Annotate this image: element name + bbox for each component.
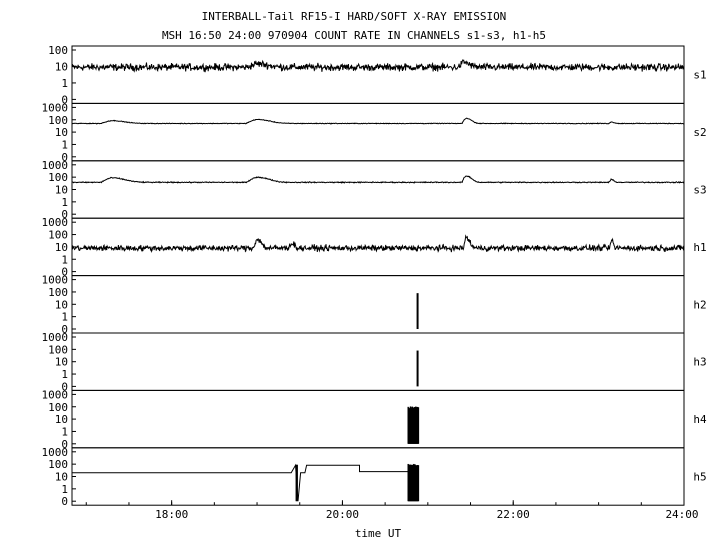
channel-label-h1: h1: [693, 241, 706, 254]
y-tick-label: 100: [48, 458, 68, 471]
y-tick-label: 1000: [42, 446, 69, 459]
panel-frame: [71, 45, 685, 104]
y-tick-label: 1000: [42, 216, 69, 229]
y-tick-label: 1: [61, 368, 68, 381]
y-tick-label: 1000: [42, 274, 69, 287]
channel-label-h3: h3: [693, 356, 706, 369]
y-tick-label: 10: [55, 60, 68, 73]
y-tick-label: 1: [61, 196, 68, 209]
channel-label-s3: s3: [693, 184, 706, 197]
series-line-s1: [71, 59, 685, 73]
y-tick-label: 1: [61, 311, 68, 324]
x-tick-label: 24:00: [665, 508, 698, 521]
panel-frame: [71, 332, 685, 391]
x-tick-label: 18:00: [155, 508, 188, 521]
y-tick-label: 100: [48, 114, 68, 127]
y-tick-label: 10: [55, 298, 68, 311]
x-axis: 18:00 20:00 22:00 24:00: [85, 500, 699, 521]
y-tick-label: 0: [61, 323, 68, 336]
y-tick-label: 10: [55, 413, 68, 426]
y-tick-label: 1: [61, 425, 68, 438]
y-tick-label: 10: [55, 184, 68, 197]
step-series-h5: [72, 463, 409, 502]
y-tick-label: 0: [61, 380, 68, 393]
panel-frame: [71, 389, 685, 449]
y-tick-label: 0: [61, 208, 68, 221]
y-tick-label: 10: [55, 241, 68, 254]
panel-frame: [71, 160, 685, 219]
y-tick-label: 0: [61, 495, 68, 508]
panel-s1: 0 1 10 100 s1: [48, 44, 707, 106]
y-tick-label: 10: [55, 356, 68, 369]
y-tick-label: 1000: [42, 159, 69, 172]
panel-frame: [71, 102, 685, 162]
channel-label-h2: h2: [693, 298, 706, 311]
series-line-s3: [72, 175, 685, 184]
y-tick-label: 1: [61, 483, 68, 496]
channel-label-s2: s2: [693, 126, 706, 139]
y-tick-label: 100: [48, 171, 68, 184]
y-tick-label: 0: [61, 151, 68, 164]
y-tick-label: 100: [48, 286, 68, 299]
y-tick-label: 1000: [42, 388, 69, 401]
y-tick-label: 10: [55, 126, 68, 139]
y-tick-label: 100: [48, 44, 68, 57]
y-tick-label: 1000: [42, 101, 69, 114]
y-tick-label: 100: [48, 401, 68, 414]
x-axis-label: time UT: [355, 527, 402, 540]
channel-label-h5: h5: [693, 471, 706, 484]
panel-frame: [71, 275, 685, 334]
y-tick-label: 0: [61, 266, 68, 279]
chart-title: INTERBALL-Tail RF15-I HARD/SOFT X-RAY EM…: [202, 10, 507, 23]
y-tick-label: 0: [61, 93, 68, 106]
y-tick-label: 1: [61, 253, 68, 266]
y-tick-label: 1000: [42, 331, 69, 344]
series-line-s2: [71, 117, 685, 125]
x-tick-label: 22:00: [497, 508, 530, 521]
series-line-h1: [71, 234, 685, 254]
panel-frame: [71, 447, 685, 506]
y-tick-label: 0: [61, 438, 68, 451]
panel-stack: 0110100s101101001000s201101001000s301101…: [42, 44, 707, 508]
y-tick-label: 10: [55, 471, 68, 484]
y-tick-label: 1: [61, 77, 68, 90]
y-tick-label: 100: [48, 343, 68, 356]
y-tick-label: 100: [48, 229, 68, 242]
channel-label-s1: s1: [693, 69, 706, 82]
x-tick-label: 20:00: [326, 508, 359, 521]
chart-subtitle: MSH 16:50 24:00 970904 COUNT RATE IN CHA…: [162, 29, 546, 42]
y-tick-label: 1: [61, 138, 68, 151]
channel-label-h4: h4: [693, 413, 707, 426]
